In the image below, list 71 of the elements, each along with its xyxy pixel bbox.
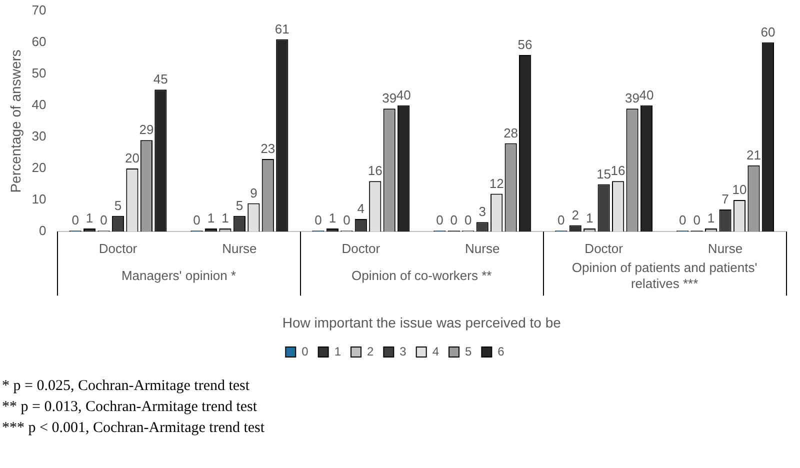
legend-label: 4 xyxy=(432,344,440,358)
data-label: 40 xyxy=(396,88,411,103)
text: ** p = 0.013, Cochran-Armitage trend test xyxy=(2,398,258,415)
y-tick-label: 0 xyxy=(39,223,46,238)
x-axis-title: How important the issue was perceived to be xyxy=(282,314,562,330)
data-label: 0 xyxy=(558,212,565,228)
x-tick-label: Doctor xyxy=(342,240,381,256)
data-label: 39 xyxy=(625,90,640,106)
legend-label: 6 xyxy=(498,344,505,358)
data-label: 0 xyxy=(314,212,322,228)
data-label: 1 xyxy=(86,210,94,226)
y-tick-label: 30 xyxy=(32,128,46,144)
data-label: 16 xyxy=(368,163,382,178)
legend-label: 3 xyxy=(400,344,407,358)
x-tick-label: Nurse xyxy=(222,240,257,256)
data-label: 5 xyxy=(114,198,122,213)
data-label: 56 xyxy=(518,37,532,52)
data-label: 40 xyxy=(639,88,654,103)
data-label: 0 xyxy=(193,212,200,228)
data-label: 4 xyxy=(357,201,365,216)
text: * p = 0.025, Cochran-Armitage trend test xyxy=(2,378,250,394)
data-label: 1 xyxy=(586,210,594,226)
data-label: 0 xyxy=(436,212,444,228)
text: *** p < 0.001, Cochran-Armitage trend test xyxy=(2,420,266,436)
legend-label: 1 xyxy=(334,344,342,358)
y-tick-label: 40 xyxy=(32,97,46,112)
data-label: 23 xyxy=(260,141,276,156)
data-label: 2 xyxy=(572,207,579,222)
x-tick-label: Nurse xyxy=(708,240,743,256)
data-label: 1 xyxy=(222,210,229,226)
text: Opinion of co-workers ** xyxy=(352,268,492,284)
data-label: 0 xyxy=(464,212,472,228)
legend-label: 2 xyxy=(366,344,374,358)
data-label: 3 xyxy=(478,204,486,220)
data-label: 0 xyxy=(100,212,108,228)
data-label: 39 xyxy=(382,90,397,106)
y-tick-label: 20 xyxy=(32,160,46,176)
y-tick-label: 50 xyxy=(32,65,46,80)
y-tick-label: 70 xyxy=(32,2,46,18)
data-label: 16 xyxy=(610,163,626,178)
text: Opinion of patients and patients' relatives *** xyxy=(572,260,758,292)
data-label: 5 xyxy=(236,198,244,213)
y-tick-label: 10 xyxy=(32,192,46,207)
data-label: 20 xyxy=(124,150,140,166)
data-label: 1 xyxy=(207,210,215,226)
data-label: 29 xyxy=(139,122,154,138)
y-tick-label: 60 xyxy=(32,34,46,49)
x-tick-label: Doctor xyxy=(98,240,138,256)
data-label: 60 xyxy=(760,24,776,40)
data-label: 0 xyxy=(678,212,686,228)
legend-label: 0 xyxy=(302,344,309,358)
y-axis-title: Percentage of answers xyxy=(7,50,24,193)
data-label: 61 xyxy=(274,21,290,36)
data-label: 0 xyxy=(693,212,700,228)
data-label: 21 xyxy=(746,147,761,162)
data-label: 1 xyxy=(707,210,715,226)
legend-label: 5 xyxy=(465,344,472,358)
x-tick-label: Doctor xyxy=(584,240,624,256)
data-label: 15 xyxy=(596,166,612,182)
text: Managers' opinion * xyxy=(121,268,236,284)
data-label: 10 xyxy=(732,182,747,198)
data-label: 12 xyxy=(489,176,504,191)
data-label: 28 xyxy=(504,125,518,140)
data-label: 1 xyxy=(328,210,336,226)
data-label: 9 xyxy=(250,185,258,200)
data-label: 7 xyxy=(722,192,729,207)
x-tick-label: Nurse xyxy=(465,240,500,256)
data-label: 0 xyxy=(72,212,79,228)
data-label: 45 xyxy=(153,72,168,87)
data-label: 0 xyxy=(343,212,350,228)
data-label: 0 xyxy=(450,212,458,228)
